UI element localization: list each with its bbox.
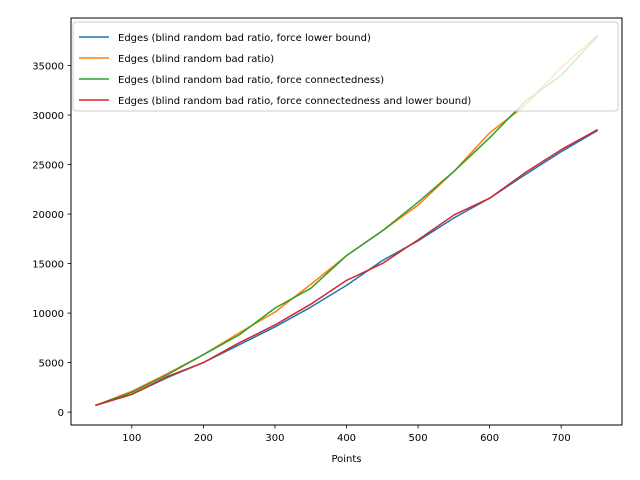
y-tick-label: 25000 <box>32 161 64 172</box>
x-tick-label: 500 <box>409 433 428 444</box>
y-tick-label: 20000 <box>32 210 64 221</box>
legend-label-1: Edges (blind random bad ratio, force low… <box>118 33 371 44</box>
x-tick-label: 300 <box>265 433 284 444</box>
series-line-3 <box>95 35 599 407</box>
legend-label-2: Edges (blind random bad ratio) <box>118 54 274 65</box>
x-tick-label: 600 <box>480 433 499 444</box>
legend: Edges (blind random bad ratio, force low… <box>72 21 619 112</box>
y-axis: 0 5000 10000 15000 20000 25000 30000 35000 <box>32 62 71 419</box>
y-tick-label: 30000 <box>32 111 64 122</box>
series-line-4 <box>95 128 598 407</box>
x-tick-label: 200 <box>194 433 213 444</box>
x-tick-label: 100 <box>122 433 141 444</box>
y-tick-label: 15000 <box>32 260 64 271</box>
x-axis-label: Points <box>331 454 361 465</box>
x-tick-label: 700 <box>552 433 571 444</box>
y-tick-label: 10000 <box>32 309 64 320</box>
y-tick-label: 35000 <box>32 62 64 73</box>
legend-frame <box>72 21 619 112</box>
legend-label-4: Edges (blind random bad ratio, force con… <box>118 96 471 107</box>
x-tick-label: 400 <box>337 433 356 444</box>
series-layer <box>95 34 599 407</box>
legend-label-3: Edges (blind random bad ratio, force con… <box>118 75 384 86</box>
y-tick-label: 5000 <box>39 359 64 370</box>
y-tick-label: 0 <box>58 408 64 419</box>
x-axis: 100 200 300 400 500 600 700 <box>122 425 571 444</box>
